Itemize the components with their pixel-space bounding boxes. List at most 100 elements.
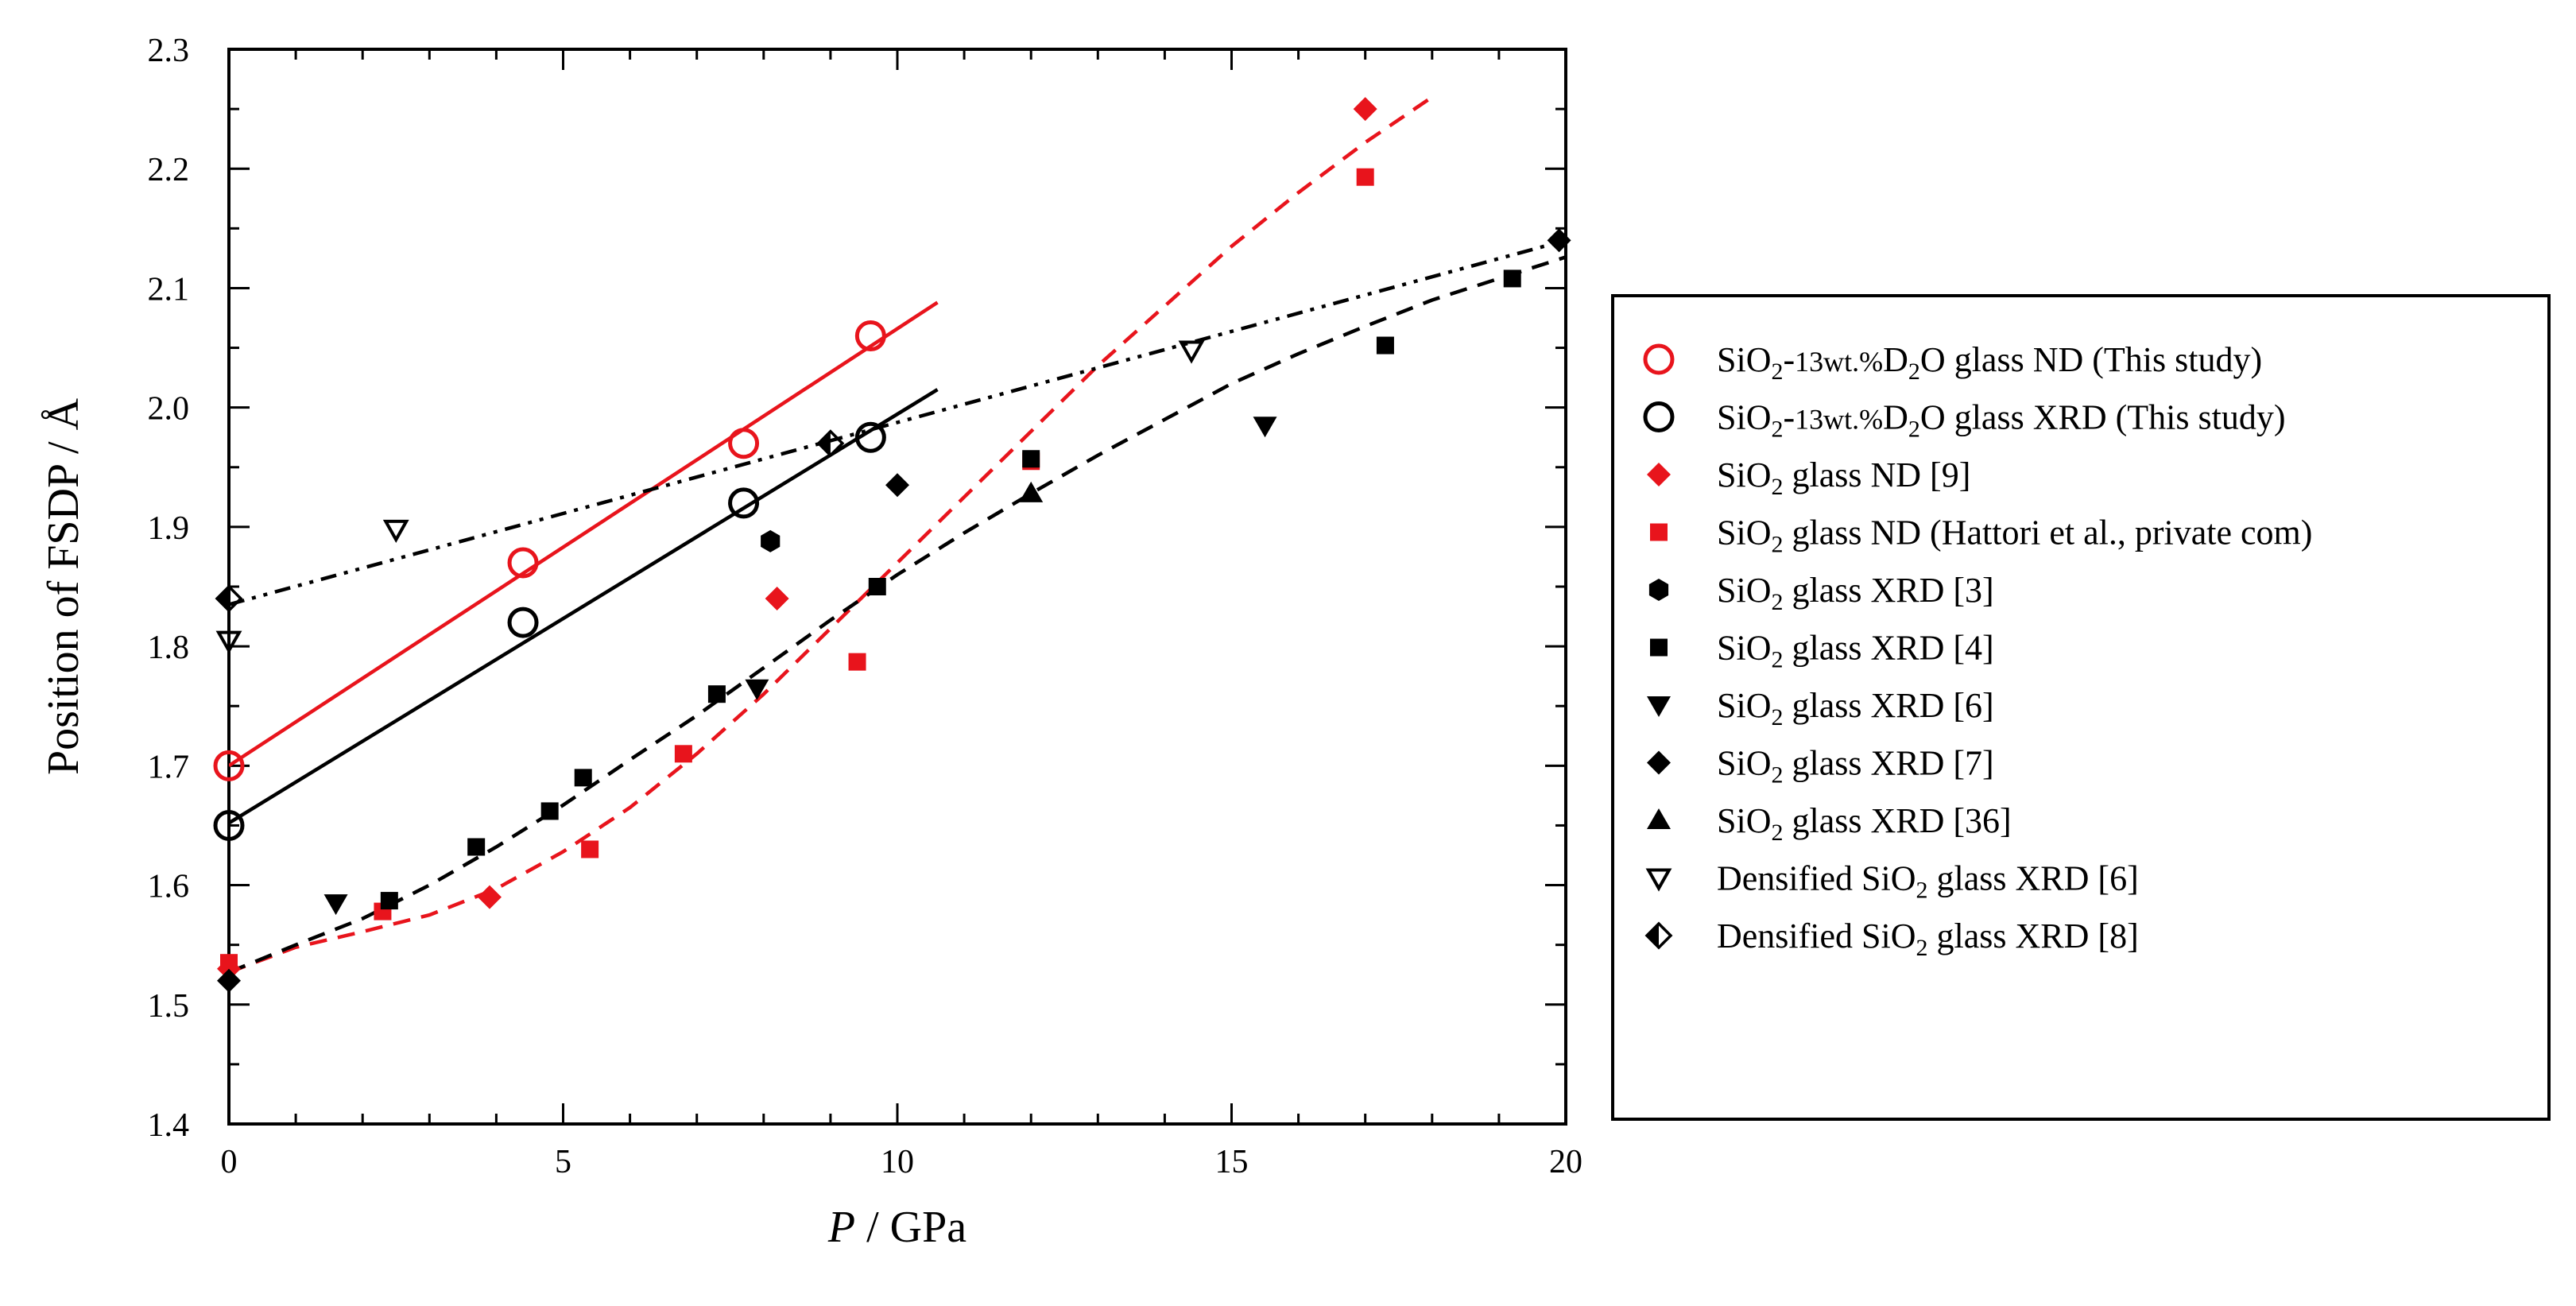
legend-marker — [1647, 696, 1671, 717]
series-sio2-glass-nd-hattori-et-al-private-com — [220, 168, 1374, 972]
legend-label-part: glass XRD [6] — [1783, 686, 1993, 725]
legend-label-part: glass XRD [6] — [1928, 859, 2139, 898]
data-point — [507, 606, 539, 638]
y-tick-label: 2.0 — [148, 391, 190, 428]
legend-marker — [1647, 463, 1671, 486]
x-axis-title-unit: / GPa — [855, 1203, 966, 1252]
data-point — [745, 679, 769, 700]
data-point — [1178, 340, 1205, 364]
legend-label-part: - — [1783, 340, 1795, 379]
data-point — [848, 653, 866, 671]
legend-label: SiO2-13wt.%D2O glass ND (This study) — [1717, 340, 2262, 385]
y-axis-title: Position of FSDP / Å — [39, 397, 88, 775]
legend: SiO2-13wt.%D2O glass ND (This study)SiO2… — [1643, 340, 2312, 961]
legend-label-part: glass XRD [4] — [1783, 629, 1993, 668]
legend-label-part: 2 — [1771, 647, 1783, 673]
diamond-half-outline — [215, 584, 243, 613]
legend-entry: SiO2 glass XRD [36] — [1647, 801, 2012, 846]
legend-marker — [1650, 638, 1668, 657]
legend-label-part: SiO — [1717, 744, 1771, 783]
legend-label-part: 2 — [1771, 589, 1783, 615]
data-point — [215, 584, 243, 613]
y-tick-label: 2.1 — [148, 271, 190, 308]
data-point — [213, 750, 245, 781]
data-point — [765, 587, 789, 611]
legend-entry: SiO2-13wt.%D2O glass ND (This study) — [1643, 340, 2262, 385]
legend-label-part: O glass ND (This study) — [1920, 340, 2262, 379]
legend-entry: SiO2 glass XRD [3] — [1648, 571, 1994, 615]
diamond-half-fill — [217, 587, 229, 611]
diamond-half-outline — [1644, 921, 1673, 950]
axis-ticks — [227, 48, 1567, 1126]
x-tick-label: 5 — [555, 1144, 571, 1180]
legend-label-part: Densified SiO — [1717, 917, 1916, 955]
legend-label: SiO2 glass XRD [7] — [1717, 744, 1994, 789]
data-point — [728, 487, 760, 519]
y-tick-label: 1.6 — [148, 869, 190, 905]
y-tick-label: 1.9 — [148, 510, 190, 547]
legend-marker — [1644, 921, 1673, 950]
x-tick-label: 10 — [881, 1144, 914, 1180]
legend-label-part: 2 — [1916, 878, 1928, 904]
series-densified-sio2-glass-xrd-6 — [215, 340, 1205, 654]
legend-label-part: SiO — [1717, 455, 1771, 494]
legend-label-part: SiO — [1717, 801, 1771, 840]
legend-entry: SiO2 glass XRD [6] — [1647, 686, 1994, 731]
legend-marker — [1645, 868, 1672, 892]
legend-entry: SiO2-13wt.%D2O glass XRD (This study) — [1643, 398, 2285, 443]
legend-entry: SiO2 glass ND (Hattori et al., private c… — [1650, 513, 2312, 558]
data-point — [1353, 97, 1377, 122]
data-point — [868, 578, 886, 595]
legend-label-part: SiO — [1717, 571, 1771, 610]
data-point — [380, 892, 398, 910]
legend-label-part: SiO — [1717, 513, 1771, 552]
legend-label-part: glass XRD [7] — [1783, 744, 1993, 783]
data-point — [581, 840, 599, 858]
series-sio2-glass-xrd-4 — [380, 269, 1521, 910]
legend-label-part: glass XRD [8] — [1928, 917, 2139, 955]
legend-label-part: 2 — [1908, 417, 1920, 443]
legend-label-part: 2 — [1771, 532, 1783, 558]
legend-label-part: 2 — [1908, 358, 1920, 385]
y-tick-label: 1.7 — [148, 749, 190, 785]
legend-entry: SiO2 glass XRD [7] — [1647, 744, 1994, 789]
legend-marker — [1643, 343, 1675, 375]
legend-label-part: D — [1883, 398, 1908, 437]
legend-label-part: glass ND (Hattori et al., private com) — [1783, 513, 2312, 552]
legend-label-part: 13wt.% — [1795, 404, 1883, 436]
fit-line-sio2-glass-nd-trend — [229, 95, 1434, 975]
data-point — [816, 429, 845, 458]
legend-label: SiO2 glass XRD [4] — [1717, 629, 1994, 673]
legend-label: SiO2 glass XRD [36] — [1717, 801, 2012, 846]
data-point — [1253, 417, 1277, 438]
legend-marker — [1650, 523, 1668, 541]
legend-label: SiO2 glass XRD [6] — [1717, 686, 1994, 731]
y-tick-label: 1.8 — [148, 630, 190, 666]
legend-entry: SiO2 glass ND [9] — [1647, 455, 1970, 500]
series-sio2-glass-xrd-6 — [323, 417, 1277, 916]
legend-label-part: Densified SiO — [1717, 859, 1916, 898]
legend-label-part: - — [1783, 398, 1795, 437]
data-point — [213, 809, 245, 841]
legend-label-part: SiO — [1717, 398, 1771, 437]
legend-entry: Densified SiO2 glass XRD [8] — [1644, 917, 2139, 961]
data-point — [574, 769, 592, 787]
series-sio2-13wt-d2o-glass-xrd-this-study — [213, 421, 886, 841]
series-sio2-13wt-d2o-glass-nd-this-study — [213, 320, 886, 781]
tick-labels: 0 5 10 15 20 1.4 1.5 1.6 1.7 1.8 1.9 2.0 2.1 2.2 2.3 — [148, 33, 1583, 1180]
data-point — [885, 473, 909, 498]
diamond-half-fill — [1647, 924, 1659, 948]
data-point — [1376, 336, 1394, 355]
diamond-half-outline — [816, 429, 845, 458]
data-point — [1356, 168, 1374, 186]
data-point — [707, 685, 726, 703]
legend-label: SiO2 glass XRD [3] — [1717, 571, 1994, 615]
legend-marker — [1643, 401, 1675, 432]
legend-label-part: SiO — [1717, 629, 1771, 668]
series-densified-sio2-glass-xrd-8 — [215, 429, 845, 613]
legend-label-part: D — [1883, 340, 1908, 379]
data-point — [1022, 450, 1040, 468]
y-tick-label: 2.3 — [148, 33, 190, 69]
y-tick-label: 1.5 — [148, 988, 190, 1025]
